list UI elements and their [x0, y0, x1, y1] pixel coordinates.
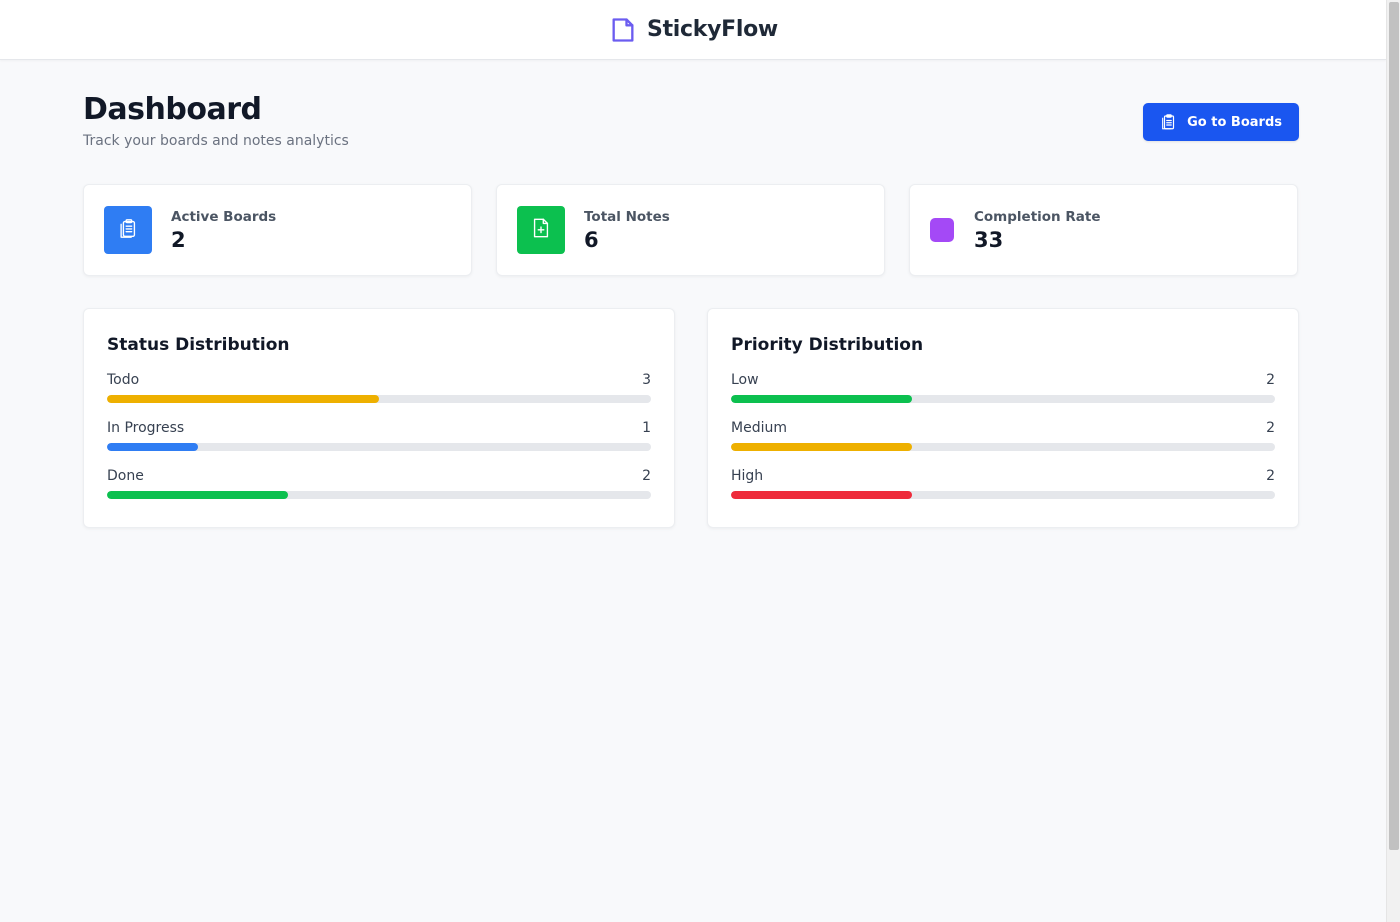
progress-fill	[107, 443, 198, 451]
clipboard-icon	[1160, 113, 1178, 131]
distribution-row-low: Low 2	[731, 372, 1275, 420]
row-count: 2	[1266, 420, 1275, 436]
row-count: 2	[1266, 372, 1275, 388]
row-count: 2	[1266, 468, 1275, 484]
row-count: 2	[642, 468, 651, 484]
distribution-row-medium: Medium 2	[731, 420, 1275, 468]
page-title: Dashboard	[83, 92, 262, 127]
row-label: Done	[107, 468, 144, 484]
progress-track	[107, 443, 651, 451]
priority-distribution-panel: Priority Distribution Low 2 Medium 2 High 2	[707, 308, 1299, 528]
distribution-row-done: Done 2	[107, 468, 651, 516]
progress-fill	[107, 491, 289, 499]
stat-icon-box	[517, 206, 565, 254]
file-plus-icon	[530, 217, 552, 243]
row-label: Medium	[731, 420, 787, 436]
top-navbar: StickyFlow	[0, 0, 1386, 60]
row-label: In Progress	[107, 420, 185, 436]
dashboard-header: Dashboard Track your boards and notes an…	[83, 60, 1299, 184]
progress-track	[731, 395, 1275, 403]
stat-value: 6	[584, 227, 599, 252]
scrollbar-thumb[interactable]	[1389, 2, 1399, 850]
stat-label: Total Notes	[584, 208, 670, 225]
stat-value: 2	[171, 227, 186, 252]
progress-fill	[107, 395, 379, 403]
row-count: 3	[642, 372, 651, 388]
app-name[interactable]: StickyFlow	[647, 17, 778, 42]
square-icon	[930, 218, 954, 242]
row-label: High	[731, 468, 764, 484]
panel-title: Priority Distribution	[731, 335, 924, 355]
progress-track	[107, 395, 651, 403]
stat-value: 33	[974, 227, 1004, 252]
distribution-row-in-progress: In Progress 1	[107, 420, 651, 468]
status-distribution-panel: Status Distribution Todo 3 In Progress 1 Don…	[83, 308, 675, 528]
distribution-row-high: High 2	[731, 468, 1275, 516]
progress-track	[107, 491, 651, 499]
go-to-boards-label: Go to Boards	[1187, 114, 1282, 130]
progress-track	[731, 443, 1275, 451]
progress-fill	[731, 443, 913, 451]
dashboard-page: Dashboard Track your boards and notes an…	[83, 60, 1299, 528]
clipboard-icon	[117, 217, 139, 243]
distribution-panels: Status Distribution Todo 3 In Progress 1 Don…	[83, 308, 1299, 528]
stat-label: Active Boards	[171, 208, 277, 225]
distribution-row-todo: Todo 3	[107, 372, 651, 420]
progress-fill	[731, 395, 913, 403]
sticky-note-icon[interactable]	[608, 15, 638, 45]
stat-icon-box	[104, 206, 152, 254]
stat-card-active-boards: Active Boards 2	[83, 184, 472, 276]
page-subtitle: Track your boards and notes analytics	[83, 133, 349, 149]
stat-card-total-notes: Total Notes 6	[496, 184, 885, 276]
progress-fill	[731, 491, 913, 499]
stats-row: Active Boards 2 Total Notes 6	[83, 184, 1299, 276]
go-to-boards-button[interactable]: Go to Boards	[1143, 103, 1299, 141]
progress-track	[731, 491, 1275, 499]
stat-card-completion-rate: Completion Rate 33	[909, 184, 1298, 276]
row-label: Todo	[107, 372, 140, 388]
stat-label: Completion Rate	[974, 208, 1101, 225]
page-scrollbar[interactable]	[1386, 0, 1400, 922]
row-label: Low	[731, 372, 759, 388]
panel-title: Status Distribution	[107, 335, 290, 355]
row-count: 1	[642, 420, 651, 436]
